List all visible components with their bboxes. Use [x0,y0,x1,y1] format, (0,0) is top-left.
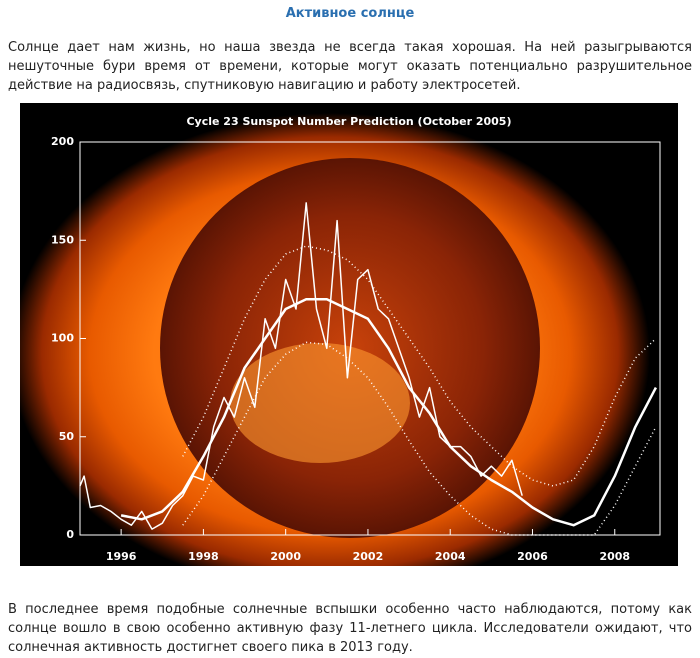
x-tick-label: 1996 [106,550,137,563]
x-tick-label: 2000 [270,550,301,563]
page-title: Активное солнце [285,6,415,21]
x-tick-label: 2002 [353,550,384,563]
chart: Cycle 23 Sunspot Number Prediction (Octo… [20,103,678,566]
paragraph: Солнце дает нам жизнь, но наша звезда не… [8,40,692,93]
paragraph: В последнее время подобные солнечные всп… [8,602,692,655]
chart-title: Cycle 23 Sunspot Number Prediction (Octo… [186,115,511,128]
y-tick-label: 150 [51,233,74,246]
x-tick-label: 1998 [188,550,219,563]
series-line [120,297,658,527]
x-tick-label: 2004 [435,550,466,563]
y-tick-label: 50 [59,430,75,443]
y-tick-label: 100 [51,332,74,345]
y-tick-label: 0 [66,528,74,541]
x-tick-label: 2006 [517,550,548,563]
active-region [230,343,410,463]
series-line [182,245,657,487]
y-tick-label: 200 [51,135,74,148]
x-tick-label: 2008 [599,550,630,563]
